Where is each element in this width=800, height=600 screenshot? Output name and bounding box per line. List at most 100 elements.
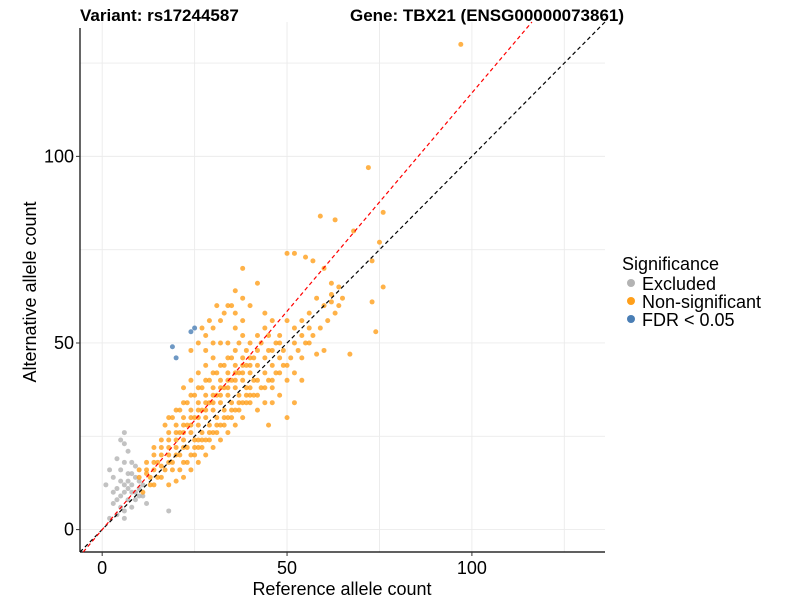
data-point: [107, 467, 113, 473]
data-point: [240, 355, 246, 361]
data-point: [351, 228, 357, 234]
data-point: [181, 415, 187, 421]
data-point: [369, 258, 375, 264]
data-point: [254, 362, 260, 368]
data-point: [140, 493, 146, 499]
data-point: [203, 362, 209, 368]
data-point: [291, 325, 297, 331]
data-point: [254, 392, 260, 398]
data-point: [273, 370, 279, 376]
data-point: [195, 459, 201, 465]
data-point: [262, 370, 268, 376]
data-point: [103, 482, 109, 488]
data-point: [195, 370, 201, 376]
data-point: [247, 400, 253, 406]
data-point: [328, 291, 334, 297]
data-point: [254, 333, 260, 339]
data-point: [188, 415, 194, 421]
data-point: [310, 333, 316, 339]
data-point: [284, 318, 290, 324]
data-point: [232, 377, 238, 383]
data-point: [380, 209, 386, 215]
data-point: [306, 310, 312, 316]
data-point: [258, 340, 264, 346]
data-points: [103, 41, 464, 521]
data-point: [247, 340, 253, 346]
data-point: [184, 444, 190, 450]
data-point: [210, 444, 216, 450]
x-tick-labels: 0 50 100: [97, 558, 487, 578]
data-point: [221, 422, 227, 428]
data-point: [195, 407, 201, 413]
data-point: [192, 452, 198, 458]
data-point: [266, 377, 272, 383]
data-point: [169, 415, 175, 421]
data-point: [277, 333, 283, 339]
data-point: [299, 355, 305, 361]
data-point: [121, 430, 127, 436]
data-point: [177, 407, 183, 413]
data-point: [125, 448, 131, 454]
data-point: [121, 515, 127, 521]
data-point: [118, 493, 124, 499]
data-point: [284, 377, 290, 383]
reference-line: [82, 21, 533, 553]
data-point: [210, 430, 216, 436]
data-point: [166, 430, 172, 436]
data-point: [254, 347, 260, 353]
data-point: [129, 489, 135, 495]
data-point: [221, 362, 227, 368]
data-point: [173, 444, 179, 450]
data-point: [269, 318, 275, 324]
data-point: [221, 385, 227, 391]
data-point: [247, 370, 253, 376]
data-point: [221, 415, 227, 421]
data-point: [210, 407, 216, 413]
data-point: [306, 325, 312, 331]
data-point: [173, 437, 179, 443]
data-point: [147, 474, 153, 480]
chart-title-gene: Gene: TBX21 (ENSG00000073861): [350, 6, 624, 25]
data-point: [188, 347, 194, 353]
data-point: [240, 415, 246, 421]
data-point: [225, 355, 231, 361]
data-point: [203, 377, 209, 383]
data-point: [299, 318, 305, 324]
data-point: [217, 422, 223, 428]
data-point: [125, 471, 131, 477]
data-point: [243, 362, 249, 368]
data-point: [144, 467, 150, 473]
data-point: [203, 347, 209, 353]
reference-line: [79, 21, 606, 553]
data-point: [181, 459, 187, 465]
data-point: [158, 444, 164, 450]
data-point: [203, 437, 209, 443]
y-axis-title: Alternative allele count: [20, 201, 40, 382]
data-point: [166, 452, 172, 458]
data-point: [158, 463, 164, 469]
data-point: [240, 377, 246, 383]
data-point: [118, 467, 124, 473]
data-point: [192, 437, 198, 443]
data-point: [262, 325, 268, 331]
data-point: [332, 217, 338, 223]
data-point: [210, 385, 216, 391]
data-point: [129, 504, 135, 510]
data-point: [232, 385, 238, 391]
data-point: [155, 459, 161, 465]
data-point: [195, 400, 201, 406]
data-point: [173, 355, 179, 361]
x-tick-label: 100: [457, 558, 487, 578]
data-point: [314, 351, 320, 357]
data-point: [199, 385, 205, 391]
data-point: [210, 370, 216, 376]
data-point: [195, 437, 201, 443]
chart-title-variant: Variant: rs17244587: [80, 6, 239, 25]
data-point: [280, 347, 286, 353]
data-point: [236, 370, 242, 376]
data-point: [203, 452, 209, 458]
data-point: [136, 474, 142, 480]
data-point: [169, 467, 175, 473]
data-point: [214, 415, 220, 421]
data-point: [206, 422, 212, 428]
